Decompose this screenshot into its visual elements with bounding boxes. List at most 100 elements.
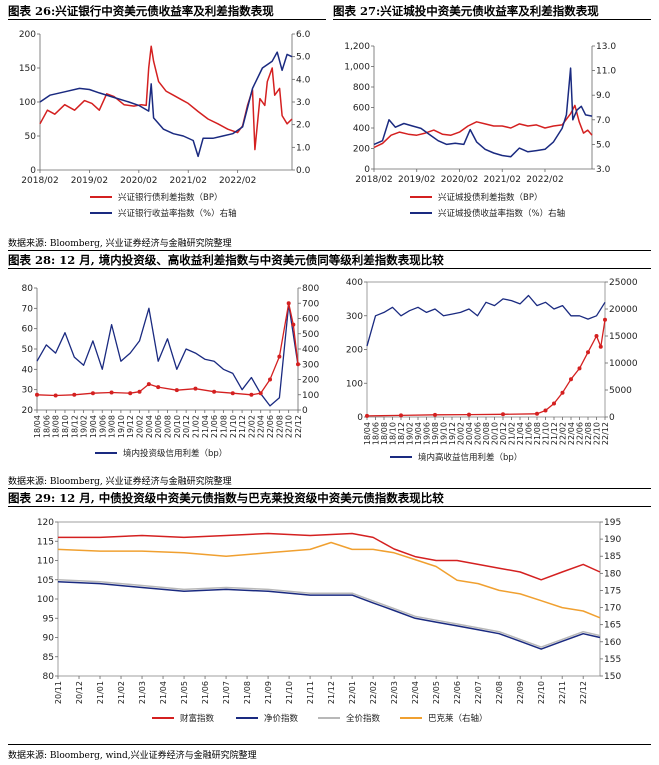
y-tick-label: 85 <box>43 653 54 663</box>
x-tick-label: 21/02 <box>191 415 200 438</box>
x-tick-label: 21/04 <box>159 681 168 704</box>
fig27-title-rule <box>333 19 651 20</box>
x-tick-label: 22/06 <box>266 415 275 438</box>
x-tick-label: 20/12 <box>182 415 191 438</box>
y-tick-label: 80 <box>22 284 34 294</box>
y2-tick-label: 195 <box>604 518 621 528</box>
fig29-legend-2: 净价指数 <box>236 713 299 724</box>
x-tick-label: 22/12 <box>579 681 588 704</box>
fig27-legend-spread: 兴证城投债利差指数（BP） <box>410 192 542 203</box>
fig28-right-chart: 0 100 200 300 400 0 5000 10000 15000 20000 25000 18… <box>346 278 638 463</box>
y2-tick-label: 1.0 <box>296 143 311 153</box>
series-point-2 <box>156 385 161 390</box>
series-point-2 <box>603 317 607 322</box>
y-tick-label: 150 <box>19 64 36 74</box>
y-tick-label: 90 <box>43 634 55 644</box>
y-tick-label: 70 <box>22 304 34 314</box>
x-tick-label: 21/06 <box>210 415 219 438</box>
series-line-1 <box>373 104 593 149</box>
y-tick-label: 50 <box>22 345 34 355</box>
x-tick-label: 18/06 <box>372 422 381 445</box>
series-line-2 <box>57 580 601 650</box>
series-line-2 <box>373 67 593 158</box>
x-tick-label: 22/07 <box>474 681 483 704</box>
y2-tick-label: 2.0 <box>296 121 311 131</box>
y2-tick-label: 0 <box>609 413 615 423</box>
y2-tick-label: 13.0 <box>596 42 616 52</box>
fig29-legend-2-label: 净价指数 <box>264 713 299 724</box>
fig28-right-legend: 境内高收益信用利差（bp） <box>390 452 522 463</box>
x-tick-label: 18/08 <box>52 415 61 438</box>
x-tick-label: 19/10 <box>117 415 126 438</box>
x-tick-label: 2021/02 <box>484 175 521 185</box>
series-point-2 <box>291 322 296 327</box>
x-tick-label: 18/08 <box>380 422 389 445</box>
x-tick-label: 22/02 <box>559 422 568 445</box>
y2-tick-label: 6.0 <box>296 30 311 40</box>
y2-tick-label: 600 <box>302 315 319 325</box>
x-tick-label: 22/10 <box>537 681 546 704</box>
y2-tick-label: 165 <box>604 621 621 631</box>
x-tick-label: 22/08 <box>495 681 504 704</box>
y2-tick-label: 185 <box>604 552 621 562</box>
y-tick-label: 80 <box>43 672 55 682</box>
y-tick-label: 95 <box>43 614 54 624</box>
y-tick-label: 30 <box>22 386 34 396</box>
y-tick-label: 1,000 <box>344 63 370 73</box>
series-point-2 <box>109 390 114 395</box>
x-tick-label: 21/10 <box>542 422 551 445</box>
x-tick-label: 2018/02 <box>21 176 58 186</box>
y-tick-label: 115 <box>37 537 54 547</box>
y2-tick-label: 190 <box>604 535 621 545</box>
series-point-2 <box>146 382 151 387</box>
x-tick-label: 20/04 <box>465 422 474 445</box>
source-note-3: 数据来源: Bloomberg, wind,兴业证券经济与金融研究院整理 <box>8 751 257 761</box>
x-tick-label: 21/04 <box>201 415 210 438</box>
fig29-top-rule <box>8 488 651 489</box>
x-tick-label: 19/12 <box>126 415 135 438</box>
y2-tick-label: 300 <box>302 360 319 370</box>
x-tick-label: 2020/02 <box>120 176 157 186</box>
series-line-3 <box>57 579 601 648</box>
y2-tick-label: 500 <box>302 330 319 340</box>
y2-tick-label: 400 <box>302 345 319 355</box>
x-tick-label: 18/10 <box>61 415 70 438</box>
y-tick-label: 200 <box>19 30 36 40</box>
x-tick-label: 20/02 <box>457 422 466 445</box>
y-tick-label: 200 <box>353 145 370 155</box>
x-tick-label: 2021/02 <box>170 176 207 186</box>
x-tick-label: 21/12 <box>238 415 247 438</box>
x-tick-label: 21/01 <box>96 681 105 704</box>
series-point-2 <box>128 391 133 396</box>
x-tick-label: 20/12 <box>75 681 84 704</box>
series-point-2 <box>594 334 599 338</box>
series-point-2 <box>501 412 505 417</box>
series-point-2 <box>286 301 291 306</box>
x-tick-label: 19/06 <box>98 415 107 438</box>
y2-tick-label: 5000 <box>609 386 632 396</box>
x-tick-label: 22/01 <box>348 681 357 704</box>
x-tick-label: 22/02 <box>247 415 256 438</box>
series-point-2 <box>212 389 217 394</box>
x-tick-label: 19/08 <box>431 422 440 445</box>
y2-tick-label: 100 <box>302 391 319 401</box>
fig26-legend-yield: 兴证银行收益率指数（%）右轴 <box>90 208 237 219</box>
fig29-bottom-rule <box>8 744 651 745</box>
x-tick-label: 21/08 <box>219 415 228 438</box>
y-tick-label: 0 <box>357 413 363 423</box>
x-tick-label: 20/04 <box>145 415 154 438</box>
x-tick-label: 19/04 <box>414 422 423 445</box>
x-tick-label: 21/10 <box>285 681 294 704</box>
x-tick-label: 19/02 <box>406 422 415 445</box>
y2-tick-label: 15000 <box>609 332 638 342</box>
fig29-legend-4: 巴克莱（右轴） <box>400 713 488 724</box>
x-tick-label: 22/06 <box>576 422 585 445</box>
series-point-2 <box>577 366 582 371</box>
y2-tick-label: 4.0 <box>296 75 311 85</box>
series-point-2 <box>543 408 548 413</box>
x-tick-label: 18/04 <box>33 415 42 438</box>
x-tick-label: 2020/02 <box>441 175 478 185</box>
series-point-2 <box>249 392 254 397</box>
y2-tick-label: 3.0 <box>596 165 611 175</box>
y-tick-label: 100 <box>37 595 54 605</box>
